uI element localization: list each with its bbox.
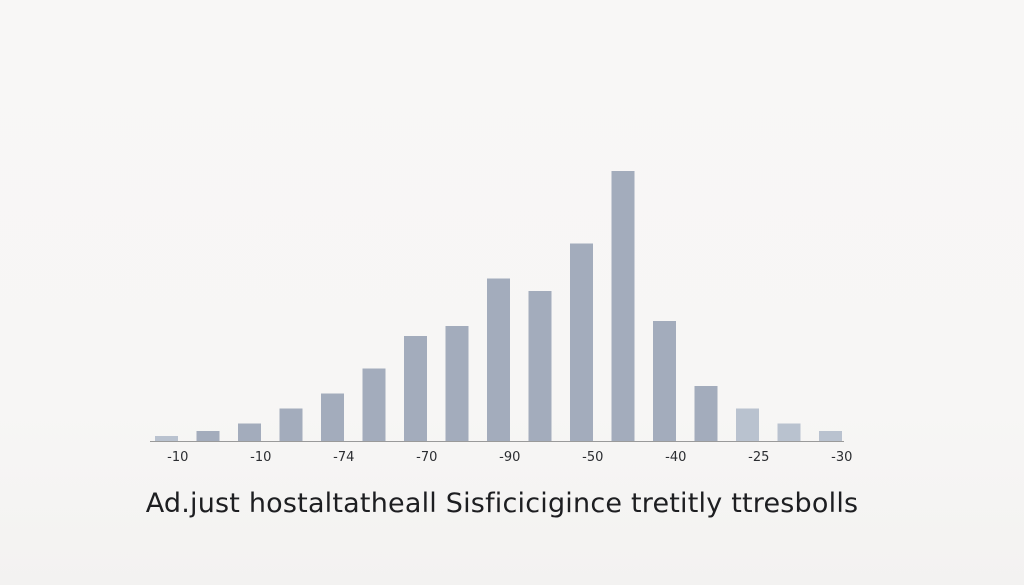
chart-caption: Ad.just hostaltatheall Sisficicigince tr… bbox=[145, 488, 859, 519]
x-tick-label: -90 bbox=[499, 450, 520, 465]
bar-15 bbox=[736, 408, 759, 441]
bar-1 bbox=[155, 436, 178, 441]
bar-12 bbox=[611, 171, 635, 441]
bar-group bbox=[155, 171, 842, 441]
x-tick-label: -74 bbox=[333, 450, 354, 465]
bar-8 bbox=[445, 326, 469, 441]
bar-10 bbox=[528, 291, 552, 441]
bar-3 bbox=[238, 423, 261, 441]
x-tick-label: -70 bbox=[416, 450, 437, 465]
x-tick-label: -50 bbox=[582, 450, 603, 465]
bar-11 bbox=[570, 243, 593, 441]
bar-14 bbox=[694, 386, 718, 441]
x-tick-label: -10 bbox=[250, 450, 271, 465]
bar-6 bbox=[362, 368, 386, 441]
x-tick-labels: -10 -10 -74 -70 -90 -50 -40 -25 -30 bbox=[167, 450, 852, 465]
bar-7 bbox=[404, 336, 427, 441]
x-tick-label: -30 bbox=[831, 450, 852, 465]
x-tick-label: -10 bbox=[167, 450, 188, 465]
bar-9 bbox=[487, 278, 510, 441]
bar-4 bbox=[279, 408, 303, 441]
bar-5 bbox=[321, 393, 344, 441]
x-tick-label: -40 bbox=[665, 450, 686, 465]
bar-17 bbox=[819, 431, 842, 441]
bar-13 bbox=[653, 321, 676, 441]
x-tick-label: -25 bbox=[748, 450, 769, 465]
bar-2 bbox=[196, 431, 220, 441]
bar-16 bbox=[777, 423, 801, 441]
